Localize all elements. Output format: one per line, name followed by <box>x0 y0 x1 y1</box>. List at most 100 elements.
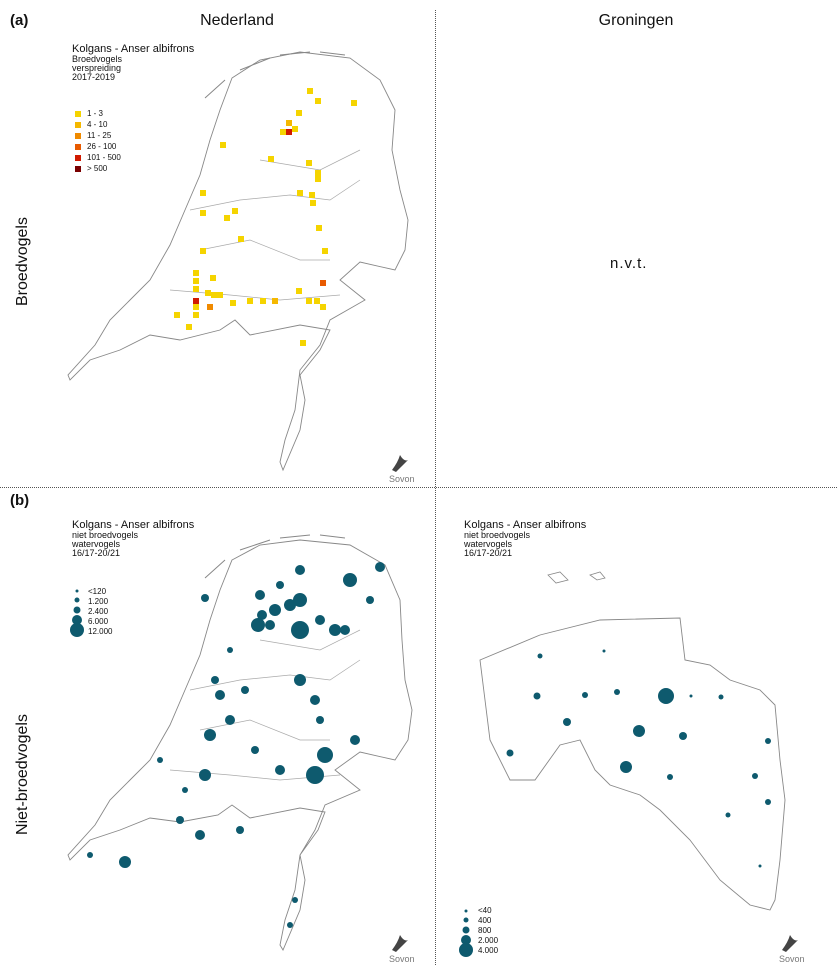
count-dot <box>667 774 673 780</box>
breeding-square <box>220 142 226 148</box>
count-dot <box>201 594 209 602</box>
count-dot <box>269 604 281 616</box>
waterbird-dots-nl <box>87 562 385 928</box>
map-a-title: Kolgans - Anser albifrons <box>72 43 195 55</box>
legend-circles-nl <box>70 589 84 637</box>
breeding-square <box>296 288 302 294</box>
breeding-square <box>217 292 223 298</box>
breeding-square <box>351 100 357 106</box>
count-dot <box>317 747 333 763</box>
map-b-nl-legend-labels: <120 1.200 2.400 6.000 12.000 <box>88 587 112 637</box>
count-dot <box>182 787 188 793</box>
breeding-square <box>297 190 303 196</box>
count-dot <box>291 621 309 639</box>
map-a-subtitle-2: verspreiding <box>72 63 122 73</box>
not-applicable-text: n.v.t. <box>610 255 648 272</box>
map-b-gr-subtitle-1: niet broedvogels <box>464 530 531 540</box>
count-dot <box>310 695 320 705</box>
panel-b-label: (b) <box>10 492 30 509</box>
map-b-nl-subtitle-2: watervogels <box>72 539 121 549</box>
legend-circles-gr <box>459 909 473 957</box>
sovon-bird-icon-a <box>392 455 408 472</box>
count-dot <box>284 599 296 611</box>
breeding-square <box>315 176 321 182</box>
count-dot <box>265 620 275 630</box>
legend-circle <box>461 935 471 945</box>
groningen-islands <box>547 571 606 584</box>
column-header-nederland: Nederland <box>200 12 274 29</box>
count-dot <box>287 922 293 928</box>
breeding-square <box>296 110 302 116</box>
map-b-nl-subtitle-1: niet broedvogels <box>72 530 139 540</box>
count-dot <box>614 689 620 695</box>
legend-swatch <box>75 154 81 161</box>
breeding-square <box>174 312 180 318</box>
legend-circle <box>464 909 468 913</box>
groningen-outline <box>479 617 786 911</box>
map-b-nl-title: Kolgans - Anser albifrons <box>72 519 195 531</box>
nl-outline-map-a <box>67 51 409 472</box>
breeding-square <box>193 278 199 284</box>
legend-swatch <box>75 165 81 172</box>
count-dot <box>758 864 762 868</box>
legend-a-row: 11 - 25 <box>75 130 121 141</box>
legend-swatch <box>75 143 81 150</box>
breeding-square <box>193 286 199 292</box>
sovon-bird-icon-b-gr <box>782 935 798 952</box>
count-dot <box>689 694 693 698</box>
count-dot <box>306 766 324 784</box>
map-a-subtitle-3: 2017-2019 <box>72 72 116 82</box>
count-dot <box>350 735 360 745</box>
breeding-square <box>207 304 213 310</box>
count-dot <box>293 593 307 607</box>
legend-label: 2.000 <box>478 936 499 945</box>
count-dot <box>276 581 284 589</box>
legend-circle <box>74 597 80 603</box>
count-dot <box>119 856 131 868</box>
breeding-square <box>309 192 315 198</box>
count-dot <box>295 565 305 575</box>
breeding-square <box>193 270 199 276</box>
breeding-square <box>272 298 278 304</box>
legend-a-row: 4 - 10 <box>75 119 121 130</box>
count-dot <box>620 761 632 773</box>
count-dot <box>582 692 588 698</box>
legend-circle <box>73 606 81 614</box>
legend-label: 800 <box>478 926 492 935</box>
breeding-square <box>292 126 298 132</box>
count-dot <box>199 769 211 781</box>
breeding-square <box>260 298 266 304</box>
legend-circle <box>70 623 84 637</box>
nl-waddeneilanden-b <box>204 534 346 579</box>
breeding-square <box>232 208 238 214</box>
breeding-square <box>230 300 236 306</box>
breeding-square <box>307 88 313 94</box>
map-b-gr-title-block: Kolgans - Anser albifrons niet broedvoge… <box>464 520 586 558</box>
count-dot <box>366 596 374 604</box>
legend-label: 400 <box>478 916 492 925</box>
breeding-square <box>193 304 199 310</box>
nl-outline-map-b <box>67 539 413 951</box>
legend-label: 4.000 <box>478 946 499 955</box>
count-dot <box>275 765 285 775</box>
breeding-square <box>210 275 216 281</box>
map-a-legend: 1 - 3 4 - 10 11 - 25 26 - 100 101 - 500 … <box>75 108 121 174</box>
sovon-logo-b-nl: Sovon <box>389 954 415 964</box>
breeding-square <box>205 290 211 296</box>
legend-label: 6.000 <box>88 617 109 626</box>
map-b-nl-title-block: Kolgans - Anser albifrons niet broedvoge… <box>72 520 194 558</box>
panel-a-label: (a) <box>10 12 29 29</box>
count-dot <box>765 799 771 805</box>
breeding-square <box>186 324 192 330</box>
breeding-squares <box>174 88 357 346</box>
count-dot <box>315 615 325 625</box>
map-b-nl-subtitle-3: 16/17-20/21 <box>72 548 121 558</box>
map-b-gr-title: Kolgans - Anser albifrons <box>464 519 587 531</box>
breeding-square <box>224 215 230 221</box>
count-dot <box>602 649 606 653</box>
count-dot <box>679 732 687 740</box>
breeding-square <box>200 210 206 216</box>
legend-label: 11 - 25 <box>87 131 112 140</box>
breeding-square <box>314 298 320 304</box>
